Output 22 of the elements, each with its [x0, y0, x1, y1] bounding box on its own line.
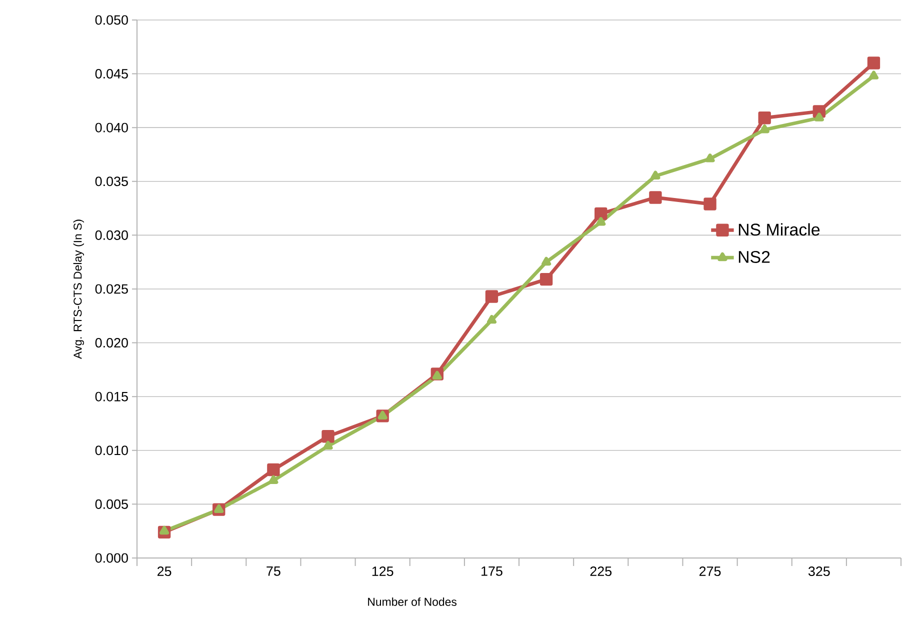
y-tick-label: 0.000 [95, 553, 128, 563]
y-tick-label: 0.020 [95, 338, 128, 348]
y-tick-label: 0.035 [95, 176, 128, 186]
y-tick-label: 0.025 [95, 284, 128, 294]
x-tick-label: 75 [266, 566, 280, 576]
x-tick-label: 175 [482, 566, 502, 576]
y-tick-label: 0.030 [95, 230, 128, 240]
y-tick-label: 0.010 [95, 446, 128, 456]
x-tick-label: 275 [699, 566, 721, 576]
x-tick-label: 325 [808, 566, 830, 576]
y-axis-title: Avg. RTS-CTS Delay (In S) [73, 220, 84, 359]
legend-label: NS Miracle [738, 223, 820, 236]
y-tick-label: 0.050 [95, 15, 128, 25]
x-tick-label: 25 [157, 566, 172, 576]
y-tick-label: 0.015 [95, 392, 128, 402]
x-tick-label: 225 [590, 566, 612, 576]
x-axis-title: Number of Nodes [368, 598, 457, 606]
y-tick-label: 0.045 [95, 69, 128, 79]
legend-label: NS2 [738, 250, 770, 263]
y-tick-label: 0.040 [95, 122, 128, 132]
x-tick-label: 125 [372, 566, 394, 576]
y-tick-label: 0.005 [95, 499, 128, 509]
